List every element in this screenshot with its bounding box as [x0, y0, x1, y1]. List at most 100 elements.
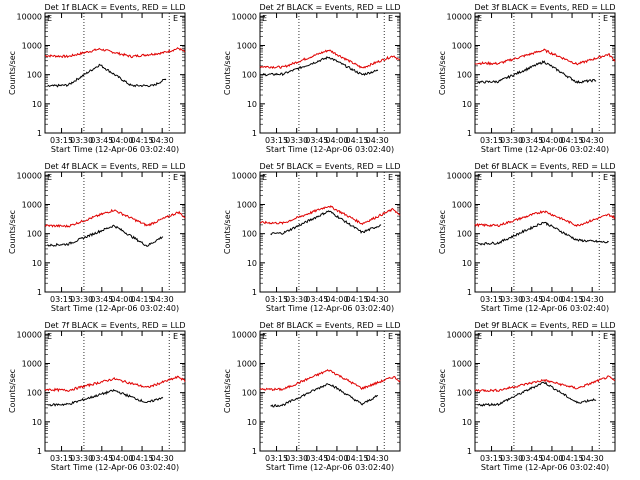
y-axis-label: Counts/sec: [8, 210, 17, 254]
events-series-line: [47, 224, 164, 248]
corner-mark-left: E: [47, 14, 52, 23]
corner-mark-left: E: [47, 332, 52, 341]
plot-frame: [259, 330, 401, 452]
x-tick-label: 03:45: [305, 295, 328, 304]
lld-series-line: [44, 47, 186, 59]
x-tick-label: 04:15: [561, 136, 584, 145]
plot-frame: [44, 12, 186, 134]
corner-mark-right: E: [388, 14, 393, 23]
x-axis-label: Start Time (12-Apr-06 03:02:40): [266, 304, 394, 313]
x-axis-label: Start Time (12-Apr-06 03:02:40): [266, 145, 394, 154]
y-tick-label: 1000: [237, 359, 257, 368]
x-tick-label: 04:00: [325, 136, 348, 145]
plot-frame: [259, 171, 401, 293]
y-tick-label: 1000: [452, 200, 472, 209]
y-tick-label: 100: [457, 71, 472, 80]
corner-mark-right: E: [173, 173, 178, 182]
x-tick-label: 04:15: [346, 136, 369, 145]
x-tick-label: 03:15: [265, 295, 288, 304]
x-tick-label: 03:30: [285, 136, 308, 145]
y-tick-label: 10000: [232, 12, 257, 21]
y-tick-label: 10000: [17, 330, 42, 339]
x-tick-label: 03:45: [90, 454, 113, 463]
x-axis-label: Start Time (12-Apr-06 03:02:40): [481, 304, 609, 313]
detector-panel-9: Det 9f BLACK = Events, RED = LLD E E 1 10 100…: [438, 321, 616, 472]
panel-title: Det 1f BLACK = Events, RED = LLD: [44, 3, 185, 12]
plot-frame: [474, 330, 616, 452]
lld-series-line: [474, 375, 616, 393]
plot-frame: [474, 12, 616, 134]
detector-panel-1: Det 1f BLACK = Events, RED = LLD E E 1 10 100…: [8, 3, 186, 154]
y-tick-label: 1: [467, 288, 472, 297]
x-tick-label: 03:45: [520, 454, 543, 463]
y-tick-label: 10: [247, 418, 257, 427]
y-tick-label: 1: [37, 288, 42, 297]
x-tick-label: 03:45: [305, 136, 328, 145]
x-tick-label: 04:30: [151, 295, 174, 304]
y-tick-label: 1000: [452, 41, 472, 50]
corner-mark-left: E: [47, 173, 52, 182]
y-tick-label: 1: [252, 288, 257, 297]
y-tick-label: 10000: [17, 171, 42, 180]
lld-series-line: [259, 49, 401, 70]
corner-mark-left: E: [477, 173, 482, 182]
x-tick-label: 04:30: [581, 295, 604, 304]
panel-title: Det 8f BLACK = Events, RED = LLD: [259, 321, 400, 330]
panel-title: Det 4f BLACK = Events, RED = LLD: [44, 162, 185, 171]
x-tick-label: 03:15: [265, 454, 288, 463]
events-series-line: [262, 56, 379, 77]
lld-series-line: [44, 375, 186, 393]
corner-mark-left: E: [262, 332, 267, 341]
y-tick-label: 1: [467, 447, 472, 456]
x-tick-label: 03:15: [480, 136, 503, 145]
lld-series-line: [259, 369, 401, 392]
y-tick-label: 100: [457, 230, 472, 239]
panel-title: Det 7f BLACK = Events, RED = LLD: [44, 321, 185, 330]
y-tick-label: 1: [252, 129, 257, 138]
corner-mark-left: E: [262, 14, 267, 23]
y-tick-label: 1: [37, 129, 42, 138]
x-tick-label: 03:15: [265, 136, 288, 145]
events-series-line: [270, 210, 382, 236]
detector-panel-3: Det 3f BLACK = Events, RED = LLD E E 1 10 100…: [438, 3, 616, 154]
x-tick-label: 03:30: [70, 295, 93, 304]
x-tick-label: 04:30: [151, 136, 174, 145]
y-tick-label: 100: [242, 389, 257, 398]
x-tick-label: 04:30: [581, 136, 604, 145]
x-tick-label: 03:45: [520, 295, 543, 304]
x-tick-label: 03:45: [520, 136, 543, 145]
y-tick-label: 1000: [22, 359, 42, 368]
x-axis-label: Start Time (12-Apr-06 03:02:40): [266, 463, 394, 472]
y-tick-label: 1000: [237, 41, 257, 50]
x-tick-label: 04:15: [131, 454, 154, 463]
y-tick-label: 100: [242, 71, 257, 80]
detector-panel-7: Det 7f BLACK = Events, RED = LLD E E 1 10 100…: [8, 321, 186, 472]
y-tick-label: 100: [27, 230, 42, 239]
detector-panel-4: Det 4f BLACK = Events, RED = LLD E E 1 10 100…: [8, 162, 186, 313]
events-series-line: [477, 381, 597, 407]
x-axis-label: Start Time (12-Apr-06 03:02:40): [481, 145, 609, 154]
y-tick-label: 10000: [447, 330, 472, 339]
y-tick-label: 10: [462, 418, 472, 427]
x-tick-label: 04:30: [151, 454, 174, 463]
corner-mark-right: E: [173, 332, 178, 341]
x-tick-label: 04:15: [346, 295, 369, 304]
x-tick-label: 03:30: [70, 136, 93, 145]
y-tick-label: 1000: [237, 200, 257, 209]
events-series-line: [477, 60, 597, 85]
detector-panel-8: Det 8f BLACK = Events, RED = LLD E E 1 10 100…: [223, 321, 401, 472]
x-tick-label: 03:45: [305, 454, 328, 463]
y-axis-label: Counts/sec: [438, 369, 447, 413]
y-tick-label: 10000: [17, 12, 42, 21]
y-axis-label: Counts/sec: [8, 51, 17, 95]
y-axis-label: Counts/sec: [438, 51, 447, 95]
panel-title: Det 6f BLACK = Events, RED = LLD: [474, 162, 615, 171]
corner-mark-right: E: [603, 173, 608, 182]
y-tick-label: 1: [37, 447, 42, 456]
panel-title: Det 5f BLACK = Events, RED = LLD: [259, 162, 400, 171]
y-tick-label: 10: [247, 259, 257, 268]
corner-mark-right: E: [603, 14, 608, 23]
x-tick-label: 03:30: [500, 454, 523, 463]
plot-frame: [474, 171, 616, 293]
x-tick-label: 04:15: [346, 454, 369, 463]
